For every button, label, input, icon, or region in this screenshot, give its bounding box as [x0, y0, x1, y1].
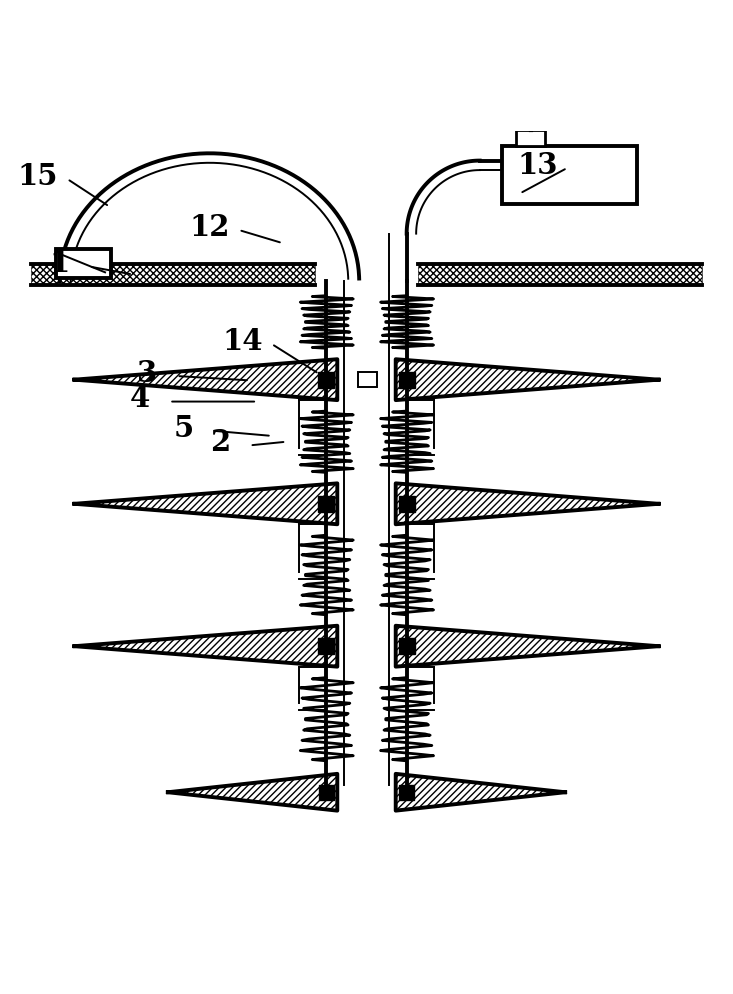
Bar: [318, 496, 334, 512]
Bar: [399, 373, 415, 389]
Bar: [318, 373, 334, 389]
Text: 1: 1: [50, 249, 70, 278]
Polygon shape: [418, 265, 702, 285]
Polygon shape: [396, 626, 658, 667]
Bar: [399, 496, 415, 512]
Polygon shape: [75, 484, 337, 525]
Bar: [318, 638, 334, 655]
Polygon shape: [396, 774, 565, 811]
Polygon shape: [396, 360, 658, 401]
Polygon shape: [31, 265, 315, 285]
Bar: [501, 147, 637, 205]
Bar: [516, 131, 545, 147]
Polygon shape: [75, 626, 337, 667]
Text: 12: 12: [189, 213, 229, 242]
Bar: [358, 373, 377, 388]
Text: 3: 3: [137, 359, 158, 388]
Bar: [319, 785, 334, 800]
Polygon shape: [75, 360, 337, 401]
Bar: [56, 249, 111, 279]
Text: 13: 13: [517, 151, 559, 180]
Text: 2: 2: [210, 427, 231, 457]
Polygon shape: [396, 484, 658, 525]
Text: 15: 15: [18, 162, 58, 191]
Text: 14: 14: [222, 326, 262, 356]
Bar: [399, 785, 414, 800]
Polygon shape: [168, 774, 337, 811]
Text: 5: 5: [174, 414, 194, 442]
Bar: [399, 638, 415, 655]
Text: 4: 4: [130, 384, 150, 413]
